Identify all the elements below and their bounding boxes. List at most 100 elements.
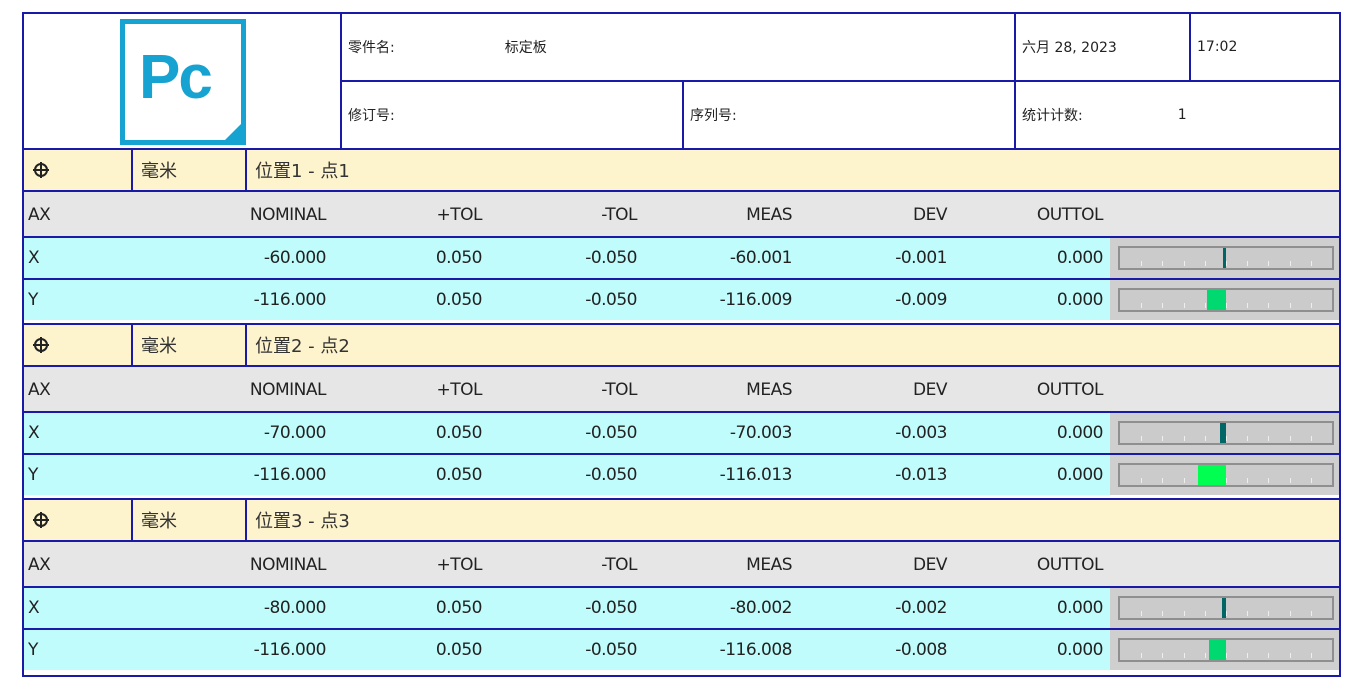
- bar-tick: [1247, 653, 1249, 658]
- cell-nominal: -116.000: [253, 465, 327, 485]
- revision-cell: 修订号:: [340, 80, 684, 150]
- bar-tick: [1310, 436, 1312, 441]
- column-header-dev: DEV: [913, 380, 947, 400]
- crosshair-icon: [33, 512, 49, 528]
- bar-tick: [1268, 261, 1270, 266]
- bar-tick: [1226, 436, 1227, 441]
- deviation-bar: [1118, 596, 1334, 620]
- bar-tick: [1204, 261, 1206, 266]
- cell-ax: Y: [28, 465, 38, 485]
- cell-minus-tol: -0.050: [585, 640, 637, 660]
- column-header-row: AX NOMINAL +TOL -TOL MEAS DEV OUTTOL: [24, 367, 1339, 413]
- feature-title: 位置1 - 点1: [255, 161, 350, 182]
- units-cell: 毫米: [131, 323, 247, 367]
- deviation-bar: [1118, 246, 1334, 270]
- cell-ax: X: [28, 423, 40, 443]
- feature-type-cell: [22, 323, 133, 367]
- column-header-plus-tol: +TOL: [436, 380, 483, 400]
- cell-dev: -0.008: [895, 640, 947, 660]
- cell-meas: -60.001: [729, 248, 793, 268]
- bar-tick: [1183, 303, 1185, 308]
- table-row: X -70.000 0.050 -0.050 -70.003 -0.003 0.000: [24, 411, 1339, 453]
- cell-meas: -70.003: [729, 423, 793, 443]
- revision-label: 修订号:: [348, 108, 395, 124]
- logo-corner: [224, 123, 242, 141]
- cell-outtol: 0.000: [1056, 423, 1104, 443]
- cell-nominal: -70.000: [263, 423, 327, 443]
- bar-tick: [1247, 261, 1249, 266]
- report-time: 17:02: [1197, 39, 1238, 55]
- deviation-graph-cell: [1110, 280, 1339, 320]
- cell-minus-tol: -0.050: [585, 423, 637, 443]
- part-name-cell: 零件名: 标定板: [340, 12, 1016, 82]
- bar-tick: [1289, 261, 1291, 266]
- crosshair-icon: [33, 337, 49, 353]
- bar-tick: [1268, 478, 1270, 483]
- time-cell: 17:02: [1189, 12, 1341, 82]
- cell-dev: -0.002: [895, 598, 947, 618]
- column-header-meas: MEAS: [746, 205, 792, 225]
- part-name-value: 标定板: [504, 40, 547, 56]
- bar-tick: [1268, 436, 1270, 441]
- column-header-nominal: NOMINAL: [249, 380, 327, 400]
- feature-section: 毫米 位置3 - 点3 AX NOMINAL +TOL -TOL MEAS DEV OUTT…: [22, 498, 1341, 673]
- cell-plus-tol: 0.050: [435, 423, 483, 443]
- serial-cell: 序列号:: [682, 80, 1016, 150]
- bar-tick: [1162, 653, 1164, 658]
- feature-section: 毫米 位置2 - 点2 AX NOMINAL +TOL -TOL MEAS DEV OUTT…: [22, 323, 1341, 498]
- column-header-nominal: NOMINAL: [249, 555, 327, 575]
- deviation-bar-fill: [1223, 248, 1226, 268]
- bar-tick: [1162, 611, 1164, 616]
- feature-title: 位置3 - 点3: [255, 511, 350, 532]
- bar-tick: [1289, 611, 1291, 616]
- table-row: Y -116.000 0.050 -0.050 -116.009 -0.009 0.000: [24, 278, 1339, 320]
- bar-tick: [1141, 653, 1143, 658]
- column-header-ax: AX: [28, 380, 51, 400]
- feature-title-cell: 位置1 - 点1: [245, 148, 1341, 192]
- part-name-label: 零件名:: [348, 40, 395, 56]
- stat-count-label: 统计计数:: [1022, 108, 1083, 124]
- bar-tick: [1162, 261, 1164, 266]
- units-label: 毫米: [141, 161, 177, 182]
- bar-tick: [1247, 436, 1249, 441]
- deviation-graph-cell: [1110, 588, 1339, 628]
- deviation-bar: [1118, 463, 1334, 487]
- cell-outtol: 0.000: [1056, 465, 1104, 485]
- feature-type-cell: [22, 148, 133, 192]
- units-label: 毫米: [141, 511, 177, 532]
- bar-tick: [1226, 303, 1227, 308]
- bar-tick: [1162, 303, 1164, 308]
- bar-tick: [1162, 478, 1164, 483]
- cell-meas: -116.008: [719, 640, 793, 660]
- cell-minus-tol: -0.050: [585, 290, 637, 310]
- bar-tick: [1226, 653, 1227, 658]
- deviation-bar-fill: [1221, 598, 1226, 618]
- feature-title-cell: 位置2 - 点2: [245, 323, 1341, 367]
- bar-tick: [1247, 478, 1249, 483]
- cell-plus-tol: 0.050: [435, 248, 483, 268]
- serial-label: 序列号:: [690, 108, 737, 124]
- cell-ax: Y: [28, 290, 38, 310]
- bar-tick: [1226, 261, 1227, 266]
- cell-outtol: 0.000: [1056, 248, 1104, 268]
- cell-meas: -116.013: [719, 465, 793, 485]
- cell-dev: -0.003: [895, 423, 947, 443]
- table-row: Y -116.000 0.050 -0.050 -116.008 -0.008 0.000: [24, 628, 1339, 670]
- bar-tick: [1247, 303, 1249, 308]
- bar-tick: [1183, 478, 1185, 483]
- bar-tick: [1268, 611, 1270, 616]
- feature-type-cell: [22, 498, 133, 542]
- bar-tick: [1289, 303, 1291, 308]
- column-header-row: AX NOMINAL +TOL -TOL MEAS DEV OUTTOL: [24, 192, 1339, 238]
- bar-tick: [1310, 478, 1312, 483]
- cell-plus-tol: 0.050: [435, 290, 483, 310]
- column-header-meas: MEAS: [746, 380, 792, 400]
- column-header-minus-tol: -TOL: [601, 205, 637, 225]
- bar-tick: [1204, 303, 1206, 308]
- cell-dev: -0.001: [895, 248, 947, 268]
- report-date: 六月 28, 2023: [1022, 40, 1117, 56]
- table-row: Y -116.000 0.050 -0.050 -116.013 -0.013 0.000: [24, 453, 1339, 495]
- table-row: X -60.000 0.050 -0.050 -60.001 -0.001 0.000: [24, 236, 1339, 278]
- table-row: X -80.000 0.050 -0.050 -80.002 -0.002 0.000: [24, 586, 1339, 628]
- bar-tick: [1226, 478, 1227, 483]
